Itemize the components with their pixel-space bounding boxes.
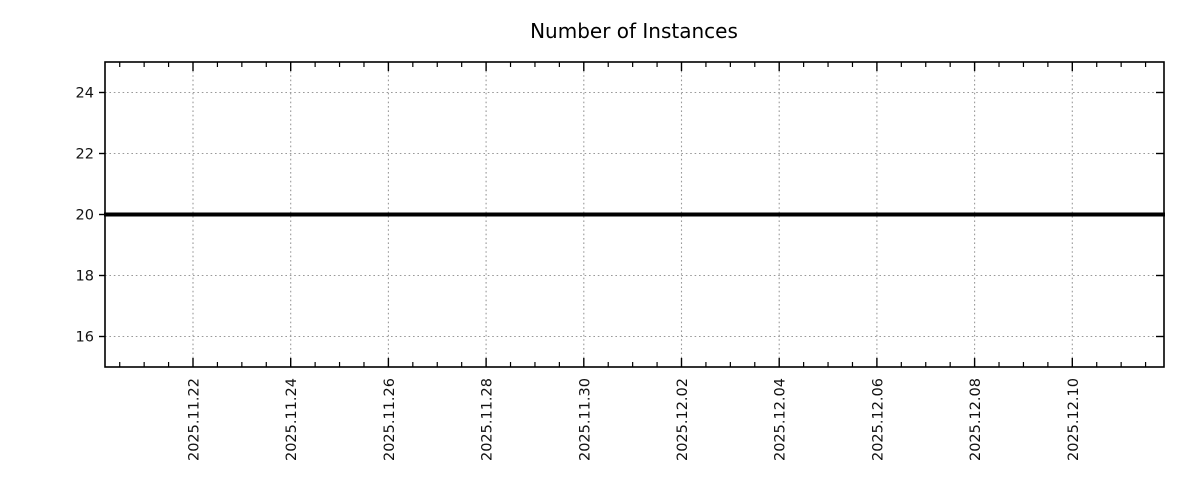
x-tick-label: 2025.12.06 bbox=[870, 378, 886, 461]
x-tick-label: 2025.11.26 bbox=[382, 378, 398, 461]
x-tick-label: 2025.12.04 bbox=[773, 378, 789, 461]
y-tick-label: 16 bbox=[76, 330, 94, 346]
y-tick-label: 18 bbox=[76, 269, 94, 285]
x-tick-label: 2025.11.30 bbox=[577, 378, 593, 461]
tick-labels-group: 16 18 20 22 24 2025.11.22 2025.11.24 2025.11.26… bbox=[76, 86, 1082, 462]
x-tick-label: 2025.11.22 bbox=[187, 378, 203, 461]
chart-title: Number of Instances bbox=[530, 19, 738, 43]
y-tick-label: 20 bbox=[76, 208, 94, 224]
x-tick-label: 2025.11.28 bbox=[480, 378, 496, 461]
x-tick-label: 2025.11.24 bbox=[284, 378, 300, 461]
x-tick-label: 2025.12.08 bbox=[968, 378, 984, 461]
x-tick-label: 2025.12.02 bbox=[675, 378, 691, 461]
x-tick-label: 2025.12.10 bbox=[1066, 378, 1082, 461]
y-tick-label: 22 bbox=[76, 147, 94, 163]
y-tick-label: 24 bbox=[76, 86, 94, 102]
axis-ticks-group bbox=[99, 62, 1164, 367]
